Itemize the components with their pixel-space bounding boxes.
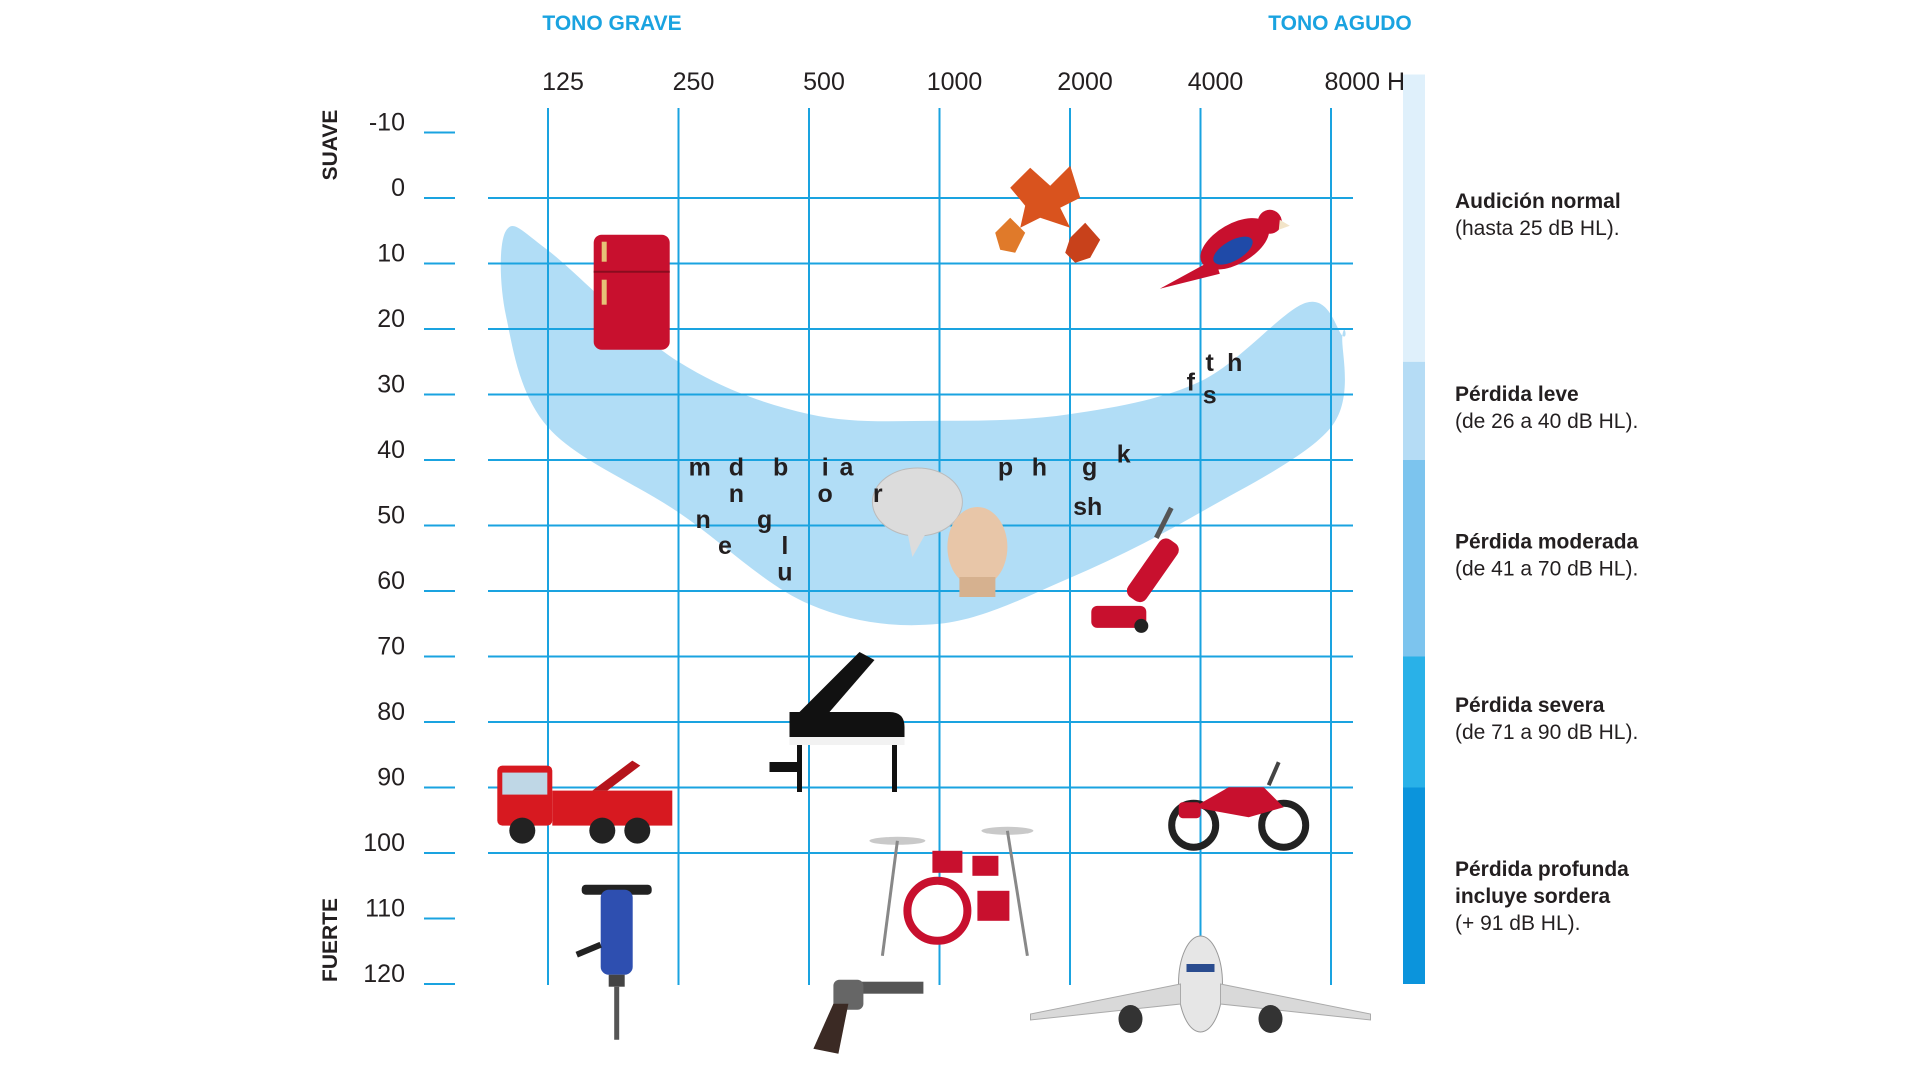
phoneme-label: b: [773, 454, 788, 482]
refrigerator-icon: [593, 234, 670, 350]
y-tick-label: 80: [377, 698, 405, 726]
low-pitch-label: TONO GRAVE: [542, 12, 681, 35]
x-tick-label: 125: [542, 68, 584, 96]
y-tick-label: -10: [369, 109, 405, 137]
x-tick-label: 2000: [1057, 68, 1113, 96]
phoneme-label: a: [839, 454, 854, 482]
speaking-person-icon: [871, 467, 1008, 597]
legend-title: Audición normal: [1455, 190, 1621, 213]
tow-truck-icon: [497, 760, 673, 844]
phoneme-label: d: [729, 454, 744, 482]
phoneme-label: p: [998, 454, 1013, 482]
legend-title: Pérdida leve: [1455, 383, 1579, 406]
phoneme-label: s: [1203, 382, 1217, 410]
legend-title: Pérdida moderada: [1455, 530, 1639, 553]
legend-description: (de 41 a 70 dB HL).: [1455, 557, 1638, 580]
phoneme-label: u: [777, 558, 792, 586]
airplane-icon: [1030, 935, 1371, 1033]
high-pitch-label: TONO AGUDO: [1268, 12, 1412, 35]
y-tick-label: 40: [377, 436, 405, 464]
y-tick-label: 70: [377, 633, 405, 661]
legend-swatch: [1403, 460, 1425, 657]
phoneme-label: r: [873, 480, 883, 508]
phoneme-label: i: [822, 454, 829, 482]
phoneme-label: m: [689, 454, 711, 482]
phoneme-label: h: [1227, 349, 1242, 377]
y-tick-label: 120: [363, 960, 405, 988]
y-tick-label: 50: [377, 502, 405, 530]
phoneme-label: t: [1206, 349, 1215, 377]
leaves-icon: [995, 165, 1101, 263]
y-tick-label: 100: [363, 829, 405, 857]
phoneme-label: s: [1073, 493, 1087, 521]
legend-description: (hasta 25 dB HL).: [1455, 217, 1620, 240]
x-tick-label: 4000: [1188, 68, 1244, 96]
phoneme-label: g: [1082, 454, 1097, 482]
phoneme-label: h: [1032, 454, 1047, 482]
legend-swatch: [1403, 656, 1425, 788]
legend-title: Pérdida profunda: [1455, 858, 1629, 881]
drum-kit-icon: [869, 826, 1034, 957]
legend-description: (de 26 a 40 dB HL).: [1455, 410, 1638, 433]
phoneme-label: f: [1187, 368, 1196, 396]
legend-swatch: [1403, 361, 1425, 461]
x-tick-label: 250: [673, 68, 715, 96]
phoneme-label: n: [729, 480, 744, 508]
phoneme-label: o: [818, 480, 833, 508]
phoneme-label: e: [718, 532, 732, 560]
legend-title: Pérdida severa: [1455, 694, 1605, 717]
phoneme-label: h: [1087, 493, 1102, 521]
legend-title-line2: incluye sordera: [1455, 885, 1611, 908]
legend-swatch: [1403, 787, 1425, 984]
x-tick-label: 8000 Hz: [1324, 68, 1417, 96]
x-tick-label: 500: [803, 68, 845, 96]
y-tick-label: 110: [365, 895, 405, 923]
legend-swatch: [1403, 74, 1425, 362]
loud-side-label: FUERTE: [319, 898, 342, 982]
vacuum-cleaner-icon: [1091, 506, 1179, 633]
legend-description: (de 71 a 90 dB HL).: [1455, 721, 1638, 744]
y-tick-label: 0: [391, 174, 405, 202]
phoneme-label: g: [757, 506, 772, 534]
y-tick-label: 30: [377, 371, 405, 399]
y-tick-label: 20: [377, 305, 405, 333]
y-tick-label: 90: [377, 764, 405, 792]
revolver-icon: [813, 979, 924, 1054]
phoneme-label: l: [781, 532, 788, 560]
motorcycle-icon: [1168, 761, 1310, 851]
y-tick-label: 60: [377, 567, 405, 595]
x-tick-label: 1000: [927, 68, 983, 96]
jackhammer-icon: [575, 884, 652, 1040]
y-tick-label: 10: [377, 240, 405, 268]
piano-icon: [769, 652, 905, 792]
soft-side-label: SUAVE: [319, 110, 342, 181]
parrot-icon: [1159, 209, 1290, 289]
phoneme-label: k: [1117, 440, 1131, 468]
legend-description: (+ 91 dB HL).: [1455, 912, 1580, 935]
phoneme-label: n: [696, 506, 711, 534]
